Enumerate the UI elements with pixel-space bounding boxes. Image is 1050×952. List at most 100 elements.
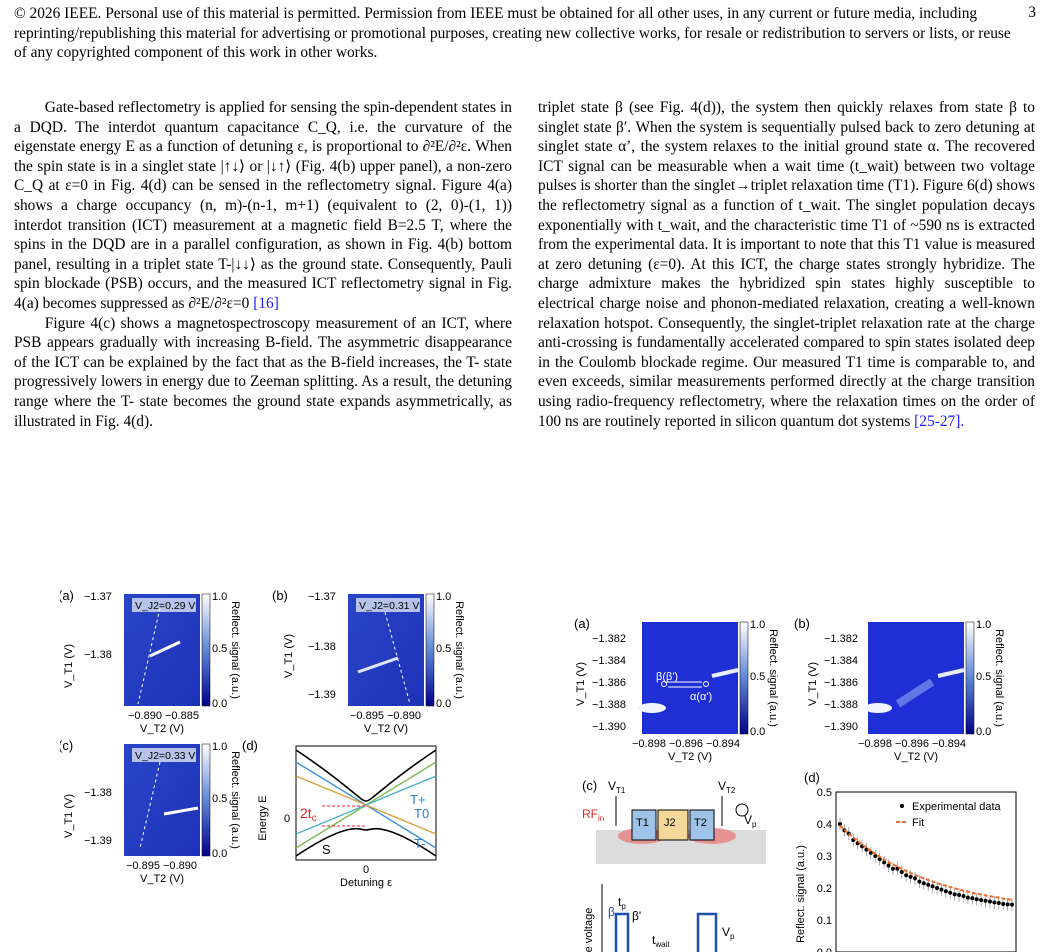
fig6d-data-point [921, 881, 926, 886]
fig6a-beta-point [661, 681, 667, 687]
fig6d-legend-dot [900, 804, 904, 808]
copyright-notice: © 2026 IEEE. Personal use of this materi… [14, 5, 1011, 61]
fig6b-cbar-mid: 0.5 [976, 671, 991, 683]
fig4d-zero-x: 0 [363, 864, 369, 876]
fig4c-ict-line [163, 806, 199, 816]
fig6b-xlabel: V_T2 (V) [894, 751, 938, 763]
fig6a-alpha-point [703, 681, 709, 687]
fig6a-cbar-mid: 0.5 [750, 671, 765, 683]
fig6a-bright-spot-1 [638, 703, 666, 713]
fig4b-cbar-label: Reflect. signal (a.u.) [453, 601, 465, 699]
fig6b-bright-spot-1 [864, 703, 892, 713]
fig4c-ytick2: −1.39 [84, 835, 112, 847]
fig6a-ylabel: V_T1 (V) [575, 662, 587, 706]
fig4c-cbar-label: Reflect. signal (a.u.) [229, 751, 241, 849]
fig6b-ytick-2: −1.384 [824, 655, 858, 667]
fig4d-tplus: T+ [410, 792, 426, 807]
fig6d-data-point [939, 887, 944, 892]
fig6c-vt2: VT2 [718, 779, 736, 795]
fig4a-annot-box [132, 598, 196, 612]
fig4b-cbar-mid: 0.5 [436, 643, 451, 655]
fig4d-tminus: T- [414, 836, 426, 851]
fig4a-ylabel: V_T1 (V) [63, 644, 75, 688]
paragraph-3: triplet state β (see Fig. 4(d)), the sys… [538, 98, 1035, 431]
fig6b-colorbar [965, 621, 975, 735]
fig6d-data-point [983, 898, 988, 903]
fig6a-cbar-bot: 0.0 [750, 726, 765, 738]
fig6b-label: (b) [794, 616, 810, 631]
right-column: triplet state β (see Fig. 4(d)), the sys… [538, 98, 1035, 431]
fig4b-ylabel: V_T1 (V) [283, 634, 295, 678]
fig6c-pulse-1 [614, 912, 630, 952]
fig6c-gate-t1 [631, 809, 657, 841]
fig6d-ylabel: Reflect. signal (a.u.) [795, 845, 807, 943]
fig4c-ytick1: −1.38 [84, 787, 112, 799]
fig4c-colorbar [201, 743, 211, 857]
fig6c-pulse-2 [696, 912, 718, 952]
fig6d-data-point [877, 857, 882, 862]
fig6d-data-point [979, 898, 984, 903]
fig6d-data-point [886, 863, 891, 868]
fig6a-label: (a) [574, 616, 590, 631]
fig4d-xlabel: Detuning ε [340, 877, 392, 889]
fig6a-beta-label: β(β') [656, 671, 678, 683]
fig4a-ytick2: −1.38 [84, 649, 112, 661]
fig6b-cbar-top: 1.0 [976, 619, 991, 631]
fig4b-map [348, 594, 424, 706]
fig4d-label: (d) [242, 738, 258, 753]
paragraph-2: Figure 4(c) shows a magnetospectroscopy … [14, 314, 512, 430]
fig6d-ytick: 0.1 [817, 915, 832, 927]
fig6d-data-point [965, 895, 970, 900]
fig4c-label: (c) [60, 738, 73, 753]
fig4c-ylabel: V_T1 (V) [63, 794, 75, 838]
fig4d-ylabel: Energy E [257, 795, 269, 840]
fig4a-cbar-mid: 0.5 [212, 643, 227, 655]
fig6c-tp: tp [618, 895, 626, 911]
fig4d-upper-curve [295, 749, 437, 802]
fig6d-data-point [873, 854, 878, 858]
fig4c-annot: V_J2=0.33 V [135, 750, 195, 762]
fig4b-cbar-bot: 0.0 [436, 698, 451, 710]
fig6d-data-point [961, 894, 966, 898]
fig6b-cbar-bot: 0.0 [976, 726, 991, 738]
fig6d-ytick: 0.4 [817, 819, 832, 831]
fig4b-ytick1: −1.37 [308, 591, 336, 603]
fig4d-s: S [322, 842, 331, 857]
fig6c-t1-label: T1 [636, 817, 649, 829]
fig6d-legend-fit: Fit [912, 817, 924, 829]
fig4a-annot: V_J2=0.29 V [135, 600, 195, 612]
paragraph-3-text: triplet state β (see Fig. 4(d)), the sys… [538, 99, 1035, 430]
fig4c-annot-box [132, 748, 196, 762]
citation-link[interactable]: [25-27]. [914, 412, 965, 430]
fig6d-data-point [890, 866, 895, 871]
fig6d-data-point [974, 897, 979, 902]
fig6b-cbar-label: Reflect. signal (a.u.) [993, 629, 1005, 727]
fig6a-ytick-1: −1.382 [592, 633, 626, 645]
fig6c-t2-label: T2 [694, 817, 707, 829]
fig4a-xlabel: V_T2 (V) [140, 723, 184, 735]
fig4d-zero-y: 0 [284, 813, 290, 825]
fig4d-t0: T0 [414, 806, 429, 821]
fig6a-xlabel: V_T2 (V) [668, 751, 712, 763]
fig6c-betap: β' [632, 909, 641, 923]
fig6a-ytick-3: −1.386 [592, 677, 626, 689]
fig6a-cbar-top: 1.0 [750, 619, 765, 631]
fig6a-ytick-2: −1.384 [592, 655, 626, 667]
fig6d-fit-line [839, 824, 1013, 901]
fig4b-annot: V_J2=0.31 V [359, 600, 419, 612]
fig6d-label: (d) [804, 770, 820, 785]
fig6b-ylabel: V_T1 (V) [807, 662, 819, 706]
fig6b-bright-spot-2 [937, 668, 965, 678]
fig4a-ytick1: −1.37 [84, 591, 112, 603]
fig6d-data-point [912, 876, 917, 881]
fig6d-data-point [957, 893, 962, 898]
fig6c-rf: RFin [582, 807, 604, 823]
fig4d-line-teal [295, 775, 437, 835]
fig6c-vpulse: Vp [722, 925, 735, 941]
fig6d-frame [835, 791, 1017, 952]
fig4c-xlabel: V_T2 (V) [140, 873, 184, 885]
fig6d-ytick: 0.2 [817, 883, 832, 895]
citation-link[interactable]: [16] [253, 294, 279, 312]
fig6c-beta: β [608, 905, 615, 919]
fig4a-label: (a) [60, 588, 74, 603]
